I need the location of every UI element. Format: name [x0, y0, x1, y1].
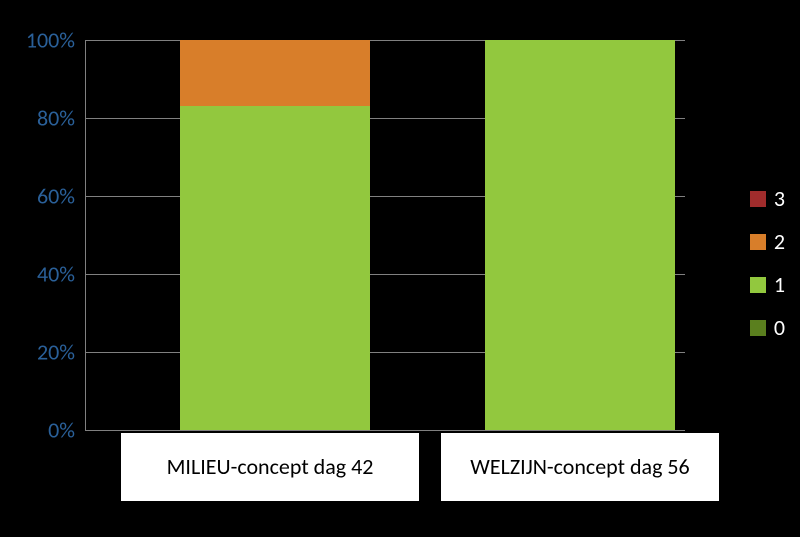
legend-label: 3 [774, 185, 785, 212]
legend-item: 0 [750, 314, 785, 341]
gridline [85, 430, 685, 431]
x-axis-label-text: MILIEU-concept dag 42 [167, 453, 374, 481]
legend-label: 0 [774, 314, 785, 341]
legend: 3 2 1 0 [750, 185, 785, 341]
bar-segment-series-1 [485, 40, 675, 430]
legend-item: 1 [750, 271, 785, 298]
legend-marker [750, 191, 766, 207]
x-axis-label: WELZIJN-concept dag 56 [440, 432, 720, 502]
legend-marker [750, 234, 766, 250]
y-tick-label: 40% [15, 261, 75, 288]
bar-segment-series-2 [180, 40, 370, 106]
legend-item: 2 [750, 228, 785, 255]
y-tick-label: 20% [15, 339, 75, 366]
legend-label: 1 [774, 271, 785, 298]
legend-marker [750, 277, 766, 293]
y-tick-label: 0% [15, 417, 75, 444]
x-axis-label-text: WELZIJN-concept dag 56 [470, 453, 689, 481]
legend-label: 2 [774, 228, 785, 255]
y-tick-label: 80% [15, 105, 75, 132]
x-axis-label: MILIEU-concept dag 42 [120, 432, 420, 502]
legend-marker [750, 320, 766, 336]
bar-group [485, 40, 675, 430]
y-tick-label: 60% [15, 183, 75, 210]
bar-segment-series-1 [180, 106, 370, 430]
legend-item: 3 [750, 185, 785, 212]
bar-group [180, 40, 370, 430]
y-tick-label: 100% [15, 27, 75, 54]
chart-container: MILIEU-concept dag 42 WELZIJN-concept da… [0, 0, 800, 537]
plot-area [85, 40, 685, 430]
